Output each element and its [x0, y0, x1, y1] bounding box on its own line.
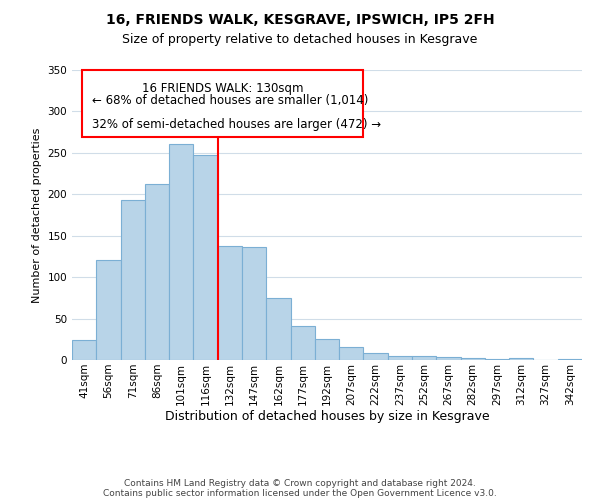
Text: Size of property relative to detached houses in Kesgrave: Size of property relative to detached ho… — [122, 32, 478, 46]
Bar — [169, 144, 193, 360]
Text: 32% of semi-detached houses are larger (472) →: 32% of semi-detached houses are larger (… — [92, 118, 382, 131]
FancyBboxPatch shape — [82, 70, 362, 136]
Bar — [388, 356, 412, 360]
Bar — [242, 248, 266, 360]
Bar — [339, 346, 364, 360]
Bar — [121, 200, 145, 360]
Text: Contains public sector information licensed under the Open Government Licence v3: Contains public sector information licen… — [103, 488, 497, 498]
Bar — [145, 184, 169, 360]
Bar — [96, 260, 121, 360]
Bar — [364, 352, 388, 360]
Y-axis label: Number of detached properties: Number of detached properties — [32, 128, 42, 302]
Bar — [72, 340, 96, 360]
Bar — [436, 356, 461, 360]
Text: 16 FRIENDS WALK: 130sqm: 16 FRIENDS WALK: 130sqm — [142, 82, 303, 94]
Bar — [266, 298, 290, 360]
Bar — [412, 356, 436, 360]
Bar — [290, 326, 315, 360]
X-axis label: Distribution of detached houses by size in Kesgrave: Distribution of detached houses by size … — [164, 410, 490, 424]
Bar — [461, 358, 485, 360]
Bar — [315, 340, 339, 360]
Text: ← 68% of detached houses are smaller (1,014): ← 68% of detached houses are smaller (1,… — [92, 94, 369, 106]
Text: 16, FRIENDS WALK, KESGRAVE, IPSWICH, IP5 2FH: 16, FRIENDS WALK, KESGRAVE, IPSWICH, IP5… — [106, 12, 494, 26]
Bar — [509, 358, 533, 360]
Bar — [485, 359, 509, 360]
Bar — [218, 246, 242, 360]
Bar — [193, 154, 218, 360]
Text: Contains HM Land Registry data © Crown copyright and database right 2024.: Contains HM Land Registry data © Crown c… — [124, 478, 476, 488]
Bar — [558, 359, 582, 360]
